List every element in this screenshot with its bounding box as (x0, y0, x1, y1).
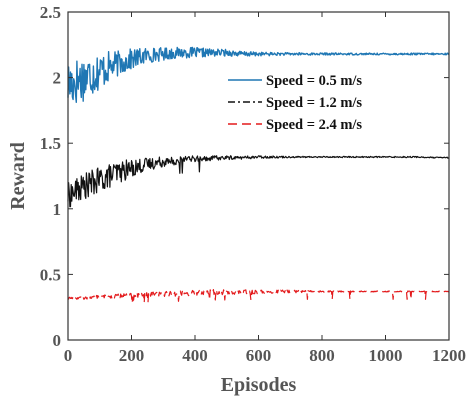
y-axis-title: Reward (7, 142, 29, 210)
y-tick-label: 0.5 (40, 265, 61, 284)
series-line (67, 46, 450, 103)
legend-label: Speed = 2.4 m/s (266, 117, 362, 133)
x-tick-label: 400 (182, 346, 208, 365)
x-tick-label: 1200 (432, 346, 466, 365)
y-tick-label: 2 (53, 69, 62, 88)
x-tick-label: 1000 (369, 346, 403, 365)
x-tick-label: 0 (64, 346, 73, 365)
series-layer (67, 46, 450, 304)
legend: Speed = 0.5 m/s Speed = 1.2 m/s Speed = 2.… (228, 73, 362, 133)
legend-label: Speed = 0.5 m/s (266, 73, 362, 89)
y-tick-label: 2.5 (40, 3, 61, 22)
series-line (67, 289, 449, 304)
y-tick-label: 1 (53, 200, 62, 219)
y-tick-label: 0 (53, 331, 62, 350)
x-tick-label: 600 (246, 346, 272, 365)
x-tick-label: 800 (309, 346, 335, 365)
x-axis-title: Episodes (221, 374, 297, 396)
legend-label: Speed = 1.2 m/s (266, 95, 362, 111)
axis-ticks: 0 200 400 600 800 1000 1200 0 0.5 1 1.5 2 2.5 (40, 3, 466, 365)
y-tick-label: 1.5 (40, 134, 61, 153)
series-line (67, 155, 450, 208)
x-tick-label: 200 (119, 346, 145, 365)
